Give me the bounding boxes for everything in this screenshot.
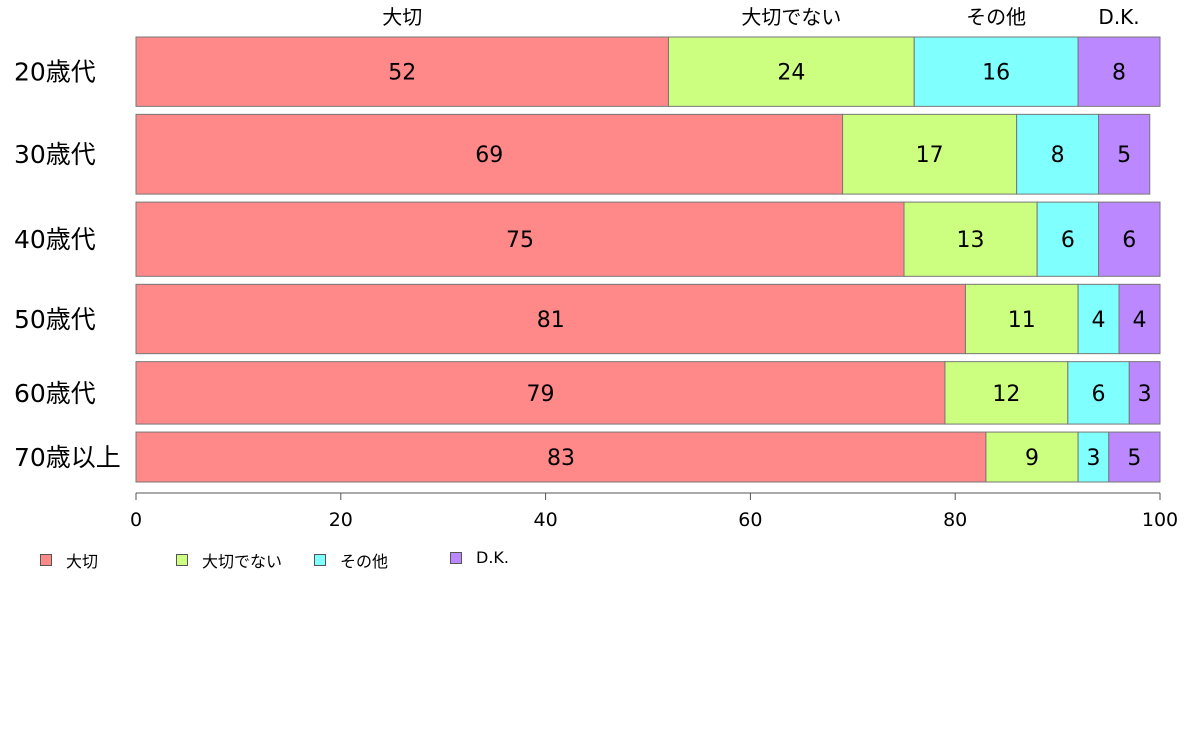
bar-segment-0-1	[667, 36, 915, 107]
x-tick-label-5: 100	[1142, 509, 1178, 531]
legend-item-3: D.K.	[450, 548, 509, 567]
data-label-1-0: 69	[475, 143, 503, 168]
legend-label-2: その他	[340, 552, 389, 571]
data-label-3-1: 11	[1008, 308, 1036, 333]
bar-segment-2-1	[903, 201, 1038, 277]
data-label-1-1: 17	[916, 143, 944, 168]
bar-segment-4-2	[1067, 361, 1130, 425]
data-label-4-3: 3	[1138, 382, 1152, 407]
top-label-0: 大切	[382, 5, 422, 29]
data-label-5-1: 9	[1025, 446, 1039, 471]
legend-swatch-2	[314, 554, 326, 566]
top-label-2: その他	[966, 5, 1026, 29]
legend-label-1: 大切でない	[202, 552, 283, 571]
data-label-4-2: 6	[1092, 382, 1106, 407]
legend-label-0: 大切	[66, 552, 99, 571]
bar-segment-1-1	[842, 113, 1018, 195]
data-label-2-3: 6	[1122, 228, 1136, 253]
x-tick-label-2: 40	[534, 509, 558, 531]
category-label-5: 70歳以上	[14, 443, 121, 472]
category-label-1: 30歳代	[14, 140, 96, 169]
data-label-5-0: 83	[547, 446, 575, 471]
data-label-2-1: 13	[957, 228, 985, 253]
data-label-5-3: 5	[1127, 446, 1141, 471]
bar-segment-3-1	[964, 283, 1079, 355]
data-label-2-2: 6	[1061, 228, 1075, 253]
bar-segment-1-0	[135, 113, 844, 195]
bar-segment-1-3	[1098, 113, 1151, 195]
top-label-1: 大切でない	[741, 5, 841, 29]
data-label-3-0: 81	[537, 308, 565, 333]
bar-segment-3-0	[135, 283, 966, 355]
legend-item-1: 大切でない	[176, 548, 282, 572]
bar-segment-4-3	[1128, 361, 1161, 425]
bar-segment-5-0	[135, 431, 987, 483]
category-label-3: 50歳代	[14, 305, 96, 334]
data-label-0-0: 52	[388, 61, 416, 86]
data-label-0-2: 16	[982, 61, 1010, 86]
data-label-2-0: 75	[506, 228, 534, 253]
data-label-5-2: 3	[1086, 446, 1100, 471]
category-label-0: 20歳代	[14, 58, 96, 87]
legend-swatch-3	[450, 551, 462, 564]
bar-segment-4-1	[944, 361, 1069, 425]
data-label-1-2: 8	[1051, 143, 1065, 168]
bar-segment-4-0	[135, 361, 946, 425]
legend-item-0: 大切	[40, 548, 98, 572]
x-tick-label-4: 80	[943, 509, 967, 531]
bar-segment-0-2	[913, 36, 1079, 107]
data-label-0-3: 8	[1112, 61, 1126, 86]
bar-segment-5-1	[985, 431, 1079, 483]
top-label-3: D.K.	[1098, 5, 1139, 29]
legend-item-2: その他	[314, 548, 388, 572]
bar-segment-5-3	[1108, 431, 1161, 483]
data-label-3-3: 4	[1133, 308, 1147, 333]
category-label-2: 40歳代	[14, 225, 96, 254]
legend-swatch-0	[40, 554, 52, 566]
x-tick-label-1: 20	[329, 509, 353, 531]
data-label-4-1: 12	[992, 382, 1020, 407]
bar-segment-0-0	[135, 36, 669, 107]
x-tick-label-3: 60	[738, 509, 762, 531]
bar-segment-0-3	[1077, 36, 1161, 107]
bar-segment-5-2	[1077, 431, 1110, 483]
bar-segment-2-0	[135, 201, 905, 277]
category-label-4: 60歳代	[14, 379, 96, 408]
legend: 大切 大切でない その他 D.K.	[40, 548, 600, 571]
data-label-1-3: 5	[1117, 143, 1131, 168]
data-label-3-2: 4	[1092, 308, 1106, 333]
legend-label-3: D.K.	[476, 548, 509, 567]
data-label-0-1: 24	[777, 61, 805, 86]
legend-swatch-1	[176, 554, 188, 566]
x-tick-label-0: 0	[130, 509, 142, 531]
bar-segment-1-2	[1016, 113, 1100, 195]
bar-segment-3-3	[1118, 283, 1161, 355]
data-label-4-0: 79	[526, 382, 554, 407]
bar-segment-2-3	[1098, 201, 1161, 277]
